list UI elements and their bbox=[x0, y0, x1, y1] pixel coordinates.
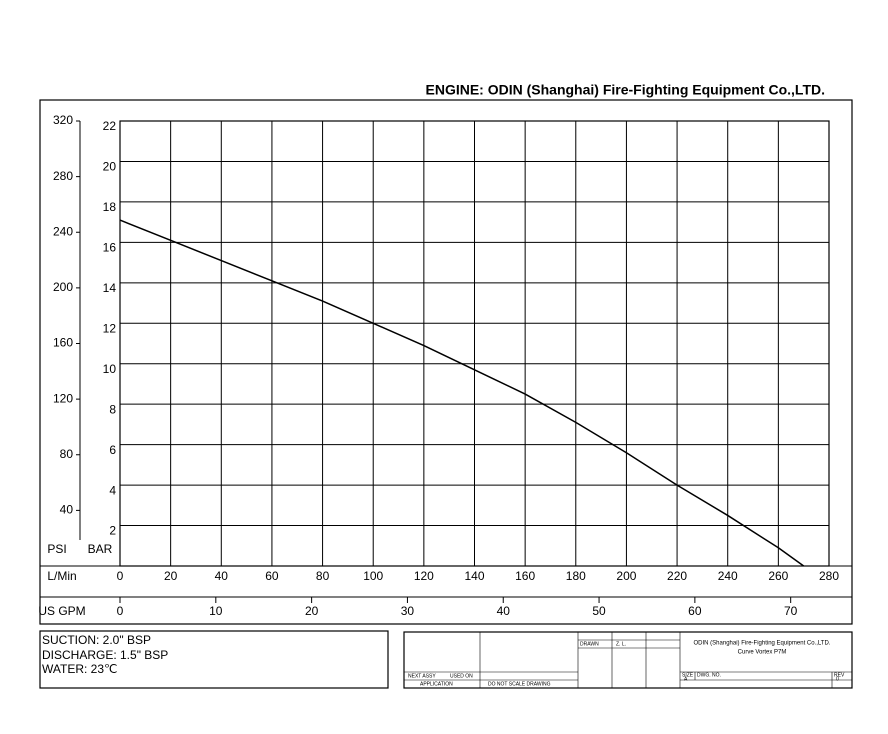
y2-axis-label: PSI bbox=[47, 542, 66, 556]
x-tick-label: 120 bbox=[414, 569, 434, 583]
y2-tick-label: 120 bbox=[53, 391, 73, 405]
x2-tick-label: 20 bbox=[305, 604, 319, 618]
y2-tick-label: 160 bbox=[53, 336, 73, 350]
x2-tick-label: 40 bbox=[497, 604, 511, 618]
cell: NEXT ASSY bbox=[408, 673, 436, 679]
x2-tick-label: 60 bbox=[688, 604, 702, 618]
y2-tick-label: 200 bbox=[53, 280, 73, 294]
title-block-lines bbox=[404, 632, 852, 688]
x2-axis-label: US GPM bbox=[38, 604, 85, 618]
y-tick-label: 2 bbox=[109, 524, 116, 538]
cell: DRAWN bbox=[580, 641, 599, 647]
x-tick-label: 40 bbox=[215, 569, 229, 583]
x-tick-label: 20 bbox=[164, 569, 178, 583]
y-tick-label: 20 bbox=[103, 160, 117, 174]
x-tick-label: 160 bbox=[515, 569, 535, 583]
y-tick-label: 16 bbox=[103, 241, 117, 255]
x2-tick-label: 30 bbox=[401, 604, 415, 618]
x2-tick-label: 50 bbox=[592, 604, 606, 618]
x-tick-label: 100 bbox=[363, 569, 383, 583]
x-axis-label: L/Min bbox=[47, 569, 76, 583]
x-tick-label: 280 bbox=[819, 569, 839, 583]
note: SUCTION: 2.0" BSP bbox=[42, 633, 151, 647]
y2-tick-label: 240 bbox=[53, 224, 73, 238]
cell: A bbox=[684, 676, 688, 682]
x2-tick-label: 0 bbox=[117, 604, 124, 618]
y-tick-label: 18 bbox=[103, 200, 117, 214]
chart-title: ENGINE: ODIN (Shanghai) Fire-Fighting Eq… bbox=[426, 82, 826, 98]
y2-tick-label: 320 bbox=[53, 113, 73, 127]
y2-tick-label: 280 bbox=[53, 169, 73, 183]
outer-frame bbox=[39, 99, 853, 625]
note: DISCHARGE: 1.5" BSP bbox=[42, 648, 168, 662]
x-tick-label: 80 bbox=[316, 569, 330, 583]
x-tick-label: 220 bbox=[667, 569, 687, 583]
curve bbox=[119, 219, 805, 567]
cell: 0 bbox=[836, 676, 839, 682]
y2-tick-label: 40 bbox=[60, 503, 74, 517]
y-axis-label: BAR bbox=[88, 542, 113, 556]
y-tick-label: 4 bbox=[109, 483, 116, 497]
title-block-frame bbox=[403, 631, 853, 689]
cell: REV bbox=[834, 672, 845, 678]
x2-tick-label: 10 bbox=[209, 604, 223, 618]
title-block: ODIN (Shanghai) Fire-Fighting Equipment … bbox=[403, 631, 853, 689]
cell: DO NOT SCALE DRAWING bbox=[488, 681, 551, 687]
x-tick-label: 60 bbox=[265, 569, 279, 583]
x2-tick-label: 70 bbox=[784, 604, 798, 618]
note: WATER: 23℃ bbox=[42, 662, 118, 676]
cell: APPLICATION bbox=[420, 681, 453, 687]
cell: Z. L. bbox=[616, 641, 626, 647]
x-tick-label: 0 bbox=[117, 569, 124, 583]
x-tick-label: 240 bbox=[718, 569, 738, 583]
x-tick-label: 140 bbox=[464, 569, 484, 583]
company: ODIN (Shanghai) Fire-Fighting Equipment … bbox=[694, 641, 831, 647]
y2-tick-label: 80 bbox=[60, 447, 74, 461]
x-tick-label: 200 bbox=[616, 569, 636, 583]
y-tick-label: 8 bbox=[109, 402, 116, 416]
cell: SIZE bbox=[682, 672, 694, 678]
y-tick-label: 12 bbox=[103, 321, 117, 335]
y-tick-label: 10 bbox=[103, 362, 117, 376]
y-tick-label: 22 bbox=[103, 119, 117, 133]
cell: USED ON bbox=[450, 673, 473, 679]
cell: DWG. NO. bbox=[697, 672, 721, 678]
drawing-title: Curve Vortex P7M bbox=[738, 650, 787, 656]
x-tick-label: 180 bbox=[566, 569, 586, 583]
notes-box bbox=[39, 630, 389, 689]
y-tick-label: 6 bbox=[109, 443, 116, 457]
x-tick-label: 260 bbox=[768, 569, 788, 583]
y-tick-label: 14 bbox=[103, 281, 117, 295]
